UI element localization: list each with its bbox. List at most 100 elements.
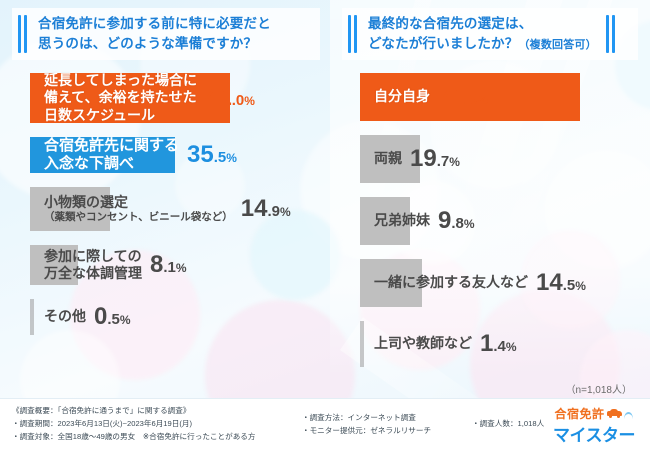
bar-fill xyxy=(30,299,34,335)
bar-fill xyxy=(360,197,410,245)
bar-value-percent-sign: % xyxy=(449,155,460,169)
right-question-text: 最終的な合宿先の選定は、 どなたが行いましたか？（複数回答可） xyxy=(368,14,597,54)
right-question-header: 最終的な合宿先の選定は、 どなたが行いましたか？（複数回答可） xyxy=(342,8,638,60)
bar-value: 0.5% xyxy=(94,305,131,329)
bar-label: 両親 xyxy=(374,150,402,167)
bar-value-percent-sign: % xyxy=(226,151,237,165)
bar-row: 合宿免許先に関する 入念な下調べ 35.5% xyxy=(0,130,330,180)
bar-fill xyxy=(360,321,364,367)
bar-value-percent-sign: % xyxy=(505,340,517,354)
bar-fill xyxy=(360,259,422,307)
footer-survey-method: ・調査方法：インターネット調査 xyxy=(302,412,416,422)
bar-label: 延長してしまった場合に 備えて、余裕を持たせた 日数スケジュール xyxy=(44,72,198,123)
bar-value-percent-sign: % xyxy=(575,279,586,293)
footer-column-method: ・調査方法：インターネット調査 ・モニター提供元：ゼネラルリサーチ xyxy=(302,412,472,438)
logo-top-row: 合宿免許 xyxy=(546,405,642,422)
bar-value-decimal: .6 xyxy=(464,91,478,108)
logo-bottom-text: マイスター xyxy=(553,426,636,445)
bar-row: 小物類の選定 （薬類やコンセント、ビニール袋など） 14.9% xyxy=(0,180,330,238)
bar-label: 合宿免許先に関する 入念な下調べ xyxy=(44,136,180,172)
bar-value-integer: 0 xyxy=(94,303,108,330)
bar-fill xyxy=(360,135,420,183)
bar-row: 両親 19.7% xyxy=(330,128,650,190)
bar-value: 9.8% xyxy=(438,209,475,233)
footer-column-overview: 《調査概要：「合宿免許に通うまで」に関する調査》 ・調査期間：2023年6月13… xyxy=(12,405,302,444)
bar-value-percent-sign: % xyxy=(244,94,255,108)
bar-row: 参加に際しての 万全な体調管理 8.1% xyxy=(0,238,330,292)
logo-top-text: 合宿免許 xyxy=(554,407,605,421)
bar-value-decimal: .1 xyxy=(163,259,176,276)
bar-value-percent-sign: % xyxy=(175,261,187,275)
footer-survey-period: ・調査期間：2023年6月13日(火)~2023年6月19日(月) xyxy=(12,419,192,429)
car-icon xyxy=(606,409,622,418)
bar-fill xyxy=(30,73,230,123)
accent-bars-icon xyxy=(348,15,359,53)
swoosh-icon xyxy=(623,409,634,419)
bar-value-decimal: .0 xyxy=(231,92,245,109)
left-question-line2: 思うのは、どのような準備ですか？ xyxy=(38,36,258,51)
bar-value: 35.5% xyxy=(187,143,237,167)
bar-row: 延長してしまった場合に 備えて、余裕を持たせた 日数スケジュール 41.0% xyxy=(0,66,330,130)
bar-value-decimal: .4 xyxy=(493,338,506,355)
right-question-line1: 最終的な合宿先の選定は、 xyxy=(368,16,533,32)
bar-label: 兄弟姉妹 xyxy=(374,212,430,229)
bar-label: 一緒に参加する友人など xyxy=(374,274,528,291)
accent-bars-icon xyxy=(18,15,29,53)
bar-value-integer: 41 xyxy=(205,84,232,111)
bar-row: 自分自身 71.6% xyxy=(330,66,650,128)
footer-survey-target: ・調査対象：全国18歳～49歳の男女 ※合宿免許に行ったことがある方 xyxy=(12,431,256,441)
left-question-header: 合宿免許に参加する前に特に必要だと 思うのは、どのような準備ですか？ xyxy=(12,8,320,60)
bar-value: 1.4% xyxy=(480,332,517,356)
bar-value: 8.1% xyxy=(150,253,187,277)
footer-monitor-provider: ・モニター提供元：ゼネラルリサーチ xyxy=(302,425,432,435)
bar-label: 自分自身 xyxy=(374,88,430,105)
footer-respondent-count: ・調査人数：1,018人 xyxy=(472,419,545,429)
bar-value-percent-sign: % xyxy=(463,217,475,231)
bar-value: 14.9% xyxy=(241,197,291,221)
bar-value-integer: 35 xyxy=(187,141,214,168)
bar-value-decimal: .9 xyxy=(267,203,281,220)
bar-value: 19.7% xyxy=(410,147,460,171)
bar-value-decimal: .5 xyxy=(213,149,227,166)
bar-value-decimal: .8 xyxy=(451,215,464,232)
bar-value-decimal: .5 xyxy=(107,311,120,328)
bar-value-integer: 14 xyxy=(240,195,268,222)
bar-fill xyxy=(30,137,175,173)
right-question-line2: どなたが行いましたか？（複数回答可） xyxy=(368,35,597,51)
footer-overview-title: 《調査概要：「合宿免許に通うまで」に関する調査》 xyxy=(12,406,191,416)
footer-survey-details: 《調査概要：「合宿免許に通うまで」に関する調査》 ・調査期間：2023年6月13… xyxy=(0,398,650,450)
bar-label: 小物類の選定 （薬類やコンセント、ビニール袋など） xyxy=(44,194,233,224)
bar-label: その他 xyxy=(44,308,86,325)
brand-logo[interactable]: 合宿免許 マイスター xyxy=(546,405,642,446)
bar-value-integer: 71 xyxy=(438,83,465,110)
bar-value-integer: 9 xyxy=(438,207,452,234)
right-bar-chart: 自分自身 71.6% 両親 19.7% 兄弟姉妹 9.8% 一緒に参加する友人など 14.5%… xyxy=(330,66,650,374)
bar-value-percent-sign: % xyxy=(280,205,291,219)
bar-sublabel: （薬類やコンセント、ビニール袋など） xyxy=(44,211,233,224)
bar-fill xyxy=(30,187,110,231)
bar-row: 上司や教師など 1.4% xyxy=(330,314,650,374)
multi-answer-note: （複数回答可） xyxy=(518,38,597,51)
bar-value-decimal: .7 xyxy=(436,153,450,170)
bar-row: 一緒に参加する友人など 14.5% xyxy=(330,252,650,314)
left-question-line1: 合宿免許に参加する前に特に必要だと xyxy=(38,16,271,32)
bar-row: その他 0.5% xyxy=(0,292,330,342)
bar-value-decimal: .5 xyxy=(562,277,576,294)
bar-fill xyxy=(30,245,78,285)
left-question-text: 合宿免許に参加する前に特に必要だと 思うのは、どのような準備ですか？ xyxy=(38,14,271,53)
bar-value: 14.5% xyxy=(536,271,586,295)
sample-size-note: （n=1,018人） xyxy=(565,385,632,396)
bar-fill xyxy=(360,73,580,121)
bar-value-integer: 1 xyxy=(480,330,494,357)
bar-value-integer: 19 xyxy=(410,145,437,172)
bar-value-integer: 14 xyxy=(536,269,563,296)
bar-value: 71.6% xyxy=(438,85,488,109)
left-bar-chart: 延長してしまった場合に 備えて、余裕を持たせた 日数スケジュール 41.0% 合宿免… xyxy=(0,66,330,342)
bar-label: 参加に際しての 万全な体調管理 xyxy=(44,247,142,281)
bar-value-percent-sign: % xyxy=(477,93,488,107)
bar-value-percent-sign: % xyxy=(119,313,131,327)
footer-column-count: ・調査人数：1,018人 xyxy=(472,418,582,431)
accent-bars-icon xyxy=(605,15,617,53)
bar-value-integer: 8 xyxy=(150,251,164,278)
bar-label: 上司や教師など xyxy=(374,335,472,352)
